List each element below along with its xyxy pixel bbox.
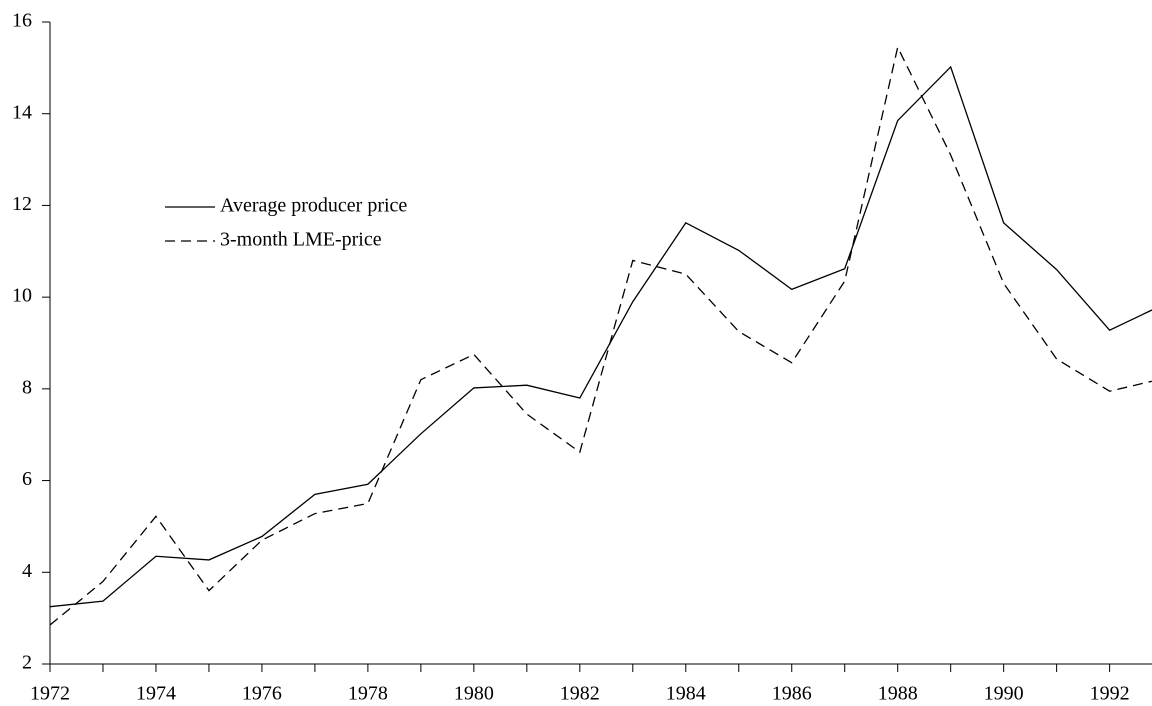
x-tick-label: 1978 [348,683,388,705]
x-tick-label: 1980 [454,683,494,705]
y-tick-label: 8 [22,376,32,398]
legend-label: Average producer price [220,195,407,217]
series-line [50,45,1152,626]
y-tick-label: 6 [22,468,32,490]
y-tick-label: 2 [22,652,32,674]
x-tick-label: 1990 [984,683,1024,705]
legend-label: 3-month LME-price [220,229,382,251]
x-tick-label: 1986 [772,683,812,705]
x-tick-label: 1984 [666,683,706,705]
x-tick-label: 1976 [242,683,282,705]
y-tick-label: 12 [12,193,32,215]
y-tick-label: 14 [12,101,32,123]
x-tick-label: 1992 [1090,683,1130,705]
series-line [50,65,1152,608]
y-tick-label: 4 [22,560,32,582]
plot-area [50,45,1152,626]
x-tick-label: 1988 [878,683,918,705]
x-tick-label: 1974 [136,683,176,705]
y-tick-label: 16 [12,10,32,32]
y-tick-label: 10 [12,285,32,307]
x-tick-label: 1972 [30,683,70,705]
x-tick-label: 1982 [560,683,600,705]
